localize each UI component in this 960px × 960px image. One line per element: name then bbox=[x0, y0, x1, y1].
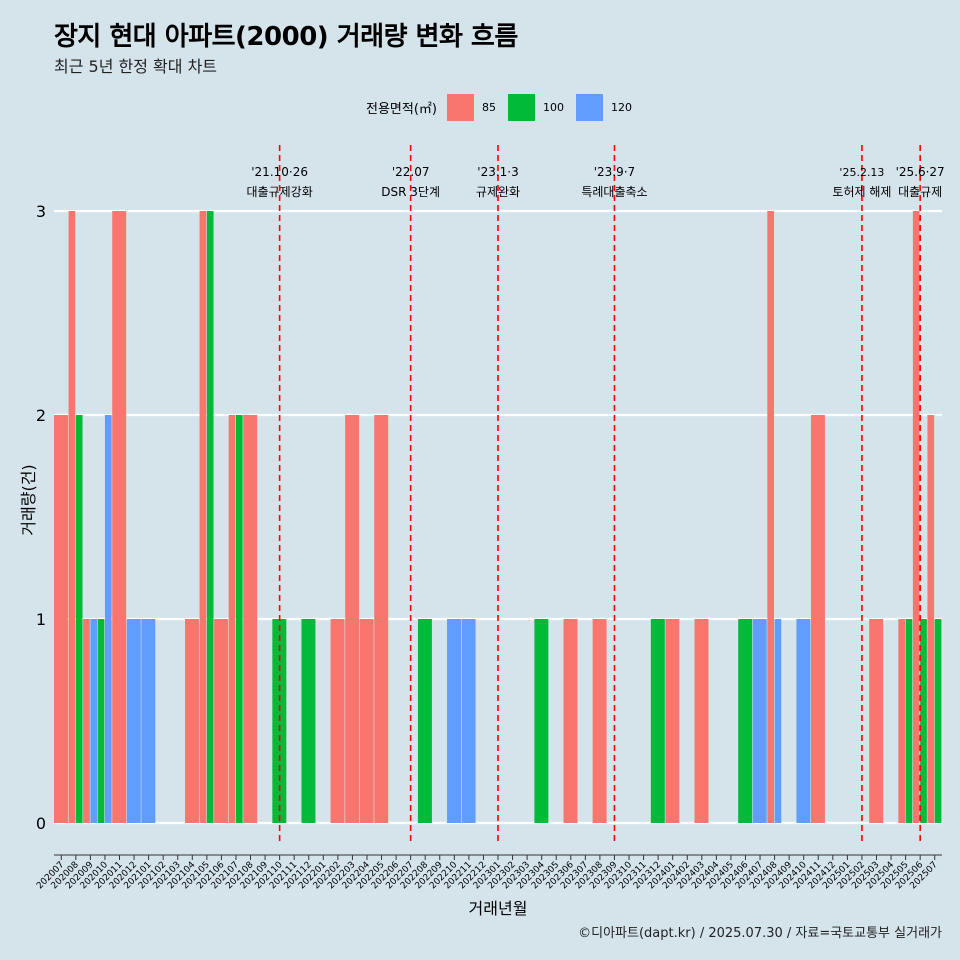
bar-202308-85 bbox=[592, 619, 607, 823]
bar-202203-85 bbox=[345, 415, 360, 823]
source-caption: ©디아파트(dapt.kr) / 2025.07.30 / 자료=국토교통부 실… bbox=[578, 926, 942, 941]
bar-202205-85 bbox=[374, 415, 389, 823]
bar-202407-120 bbox=[752, 619, 767, 823]
bar-202211-120 bbox=[461, 619, 476, 823]
event-label-202502: 토허제 해제 bbox=[832, 185, 891, 199]
y-tick-label-0: 0 bbox=[36, 814, 46, 833]
event-date-202301: '23.1·3 bbox=[477, 165, 518, 179]
bar-202408-120 bbox=[774, 619, 782, 823]
legend-item-120: 120 bbox=[575, 93, 632, 121]
bar-202112-100 bbox=[301, 619, 316, 823]
legend-label-85: 85 bbox=[481, 100, 496, 114]
bar-202401-85 bbox=[665, 619, 680, 823]
bar-202410-120 bbox=[796, 619, 811, 823]
bar-202507-100 bbox=[934, 619, 942, 823]
bar-202010-100 bbox=[97, 619, 105, 823]
bar-202106-85 bbox=[214, 619, 229, 823]
bar-202202-85 bbox=[330, 619, 345, 823]
bar-202009-85 bbox=[83, 619, 90, 823]
chart-title: 장지 현대 아파트(2000) 거래량 변화 흐름 bbox=[54, 22, 518, 52]
y-tick-label-1: 1 bbox=[36, 610, 46, 629]
bar-202105-85 bbox=[199, 211, 207, 823]
bar-202108-85 bbox=[243, 415, 258, 823]
legend-item-100: 100 bbox=[507, 93, 564, 121]
event-date-202110: '21.10·26 bbox=[251, 165, 308, 179]
bar-202012-120 bbox=[126, 619, 141, 823]
legend-label-120: 120 bbox=[610, 100, 632, 114]
event-date-202309: '23.9·7 bbox=[594, 165, 635, 179]
bar-202503-85 bbox=[869, 619, 884, 823]
event-date-202506: '25.6·27 bbox=[896, 165, 945, 179]
legend-item-85: 85 bbox=[446, 93, 496, 121]
bar-202506-100 bbox=[920, 619, 927, 823]
bar-202506-85 bbox=[912, 211, 920, 823]
bar-202408-85 bbox=[767, 211, 774, 823]
bar-202304-100 bbox=[534, 619, 549, 823]
chart-subtitle: 최근 5년 한정 확대 차트 bbox=[54, 57, 218, 76]
bar-202008-100 bbox=[75, 415, 83, 823]
legend-swatch-85 bbox=[446, 93, 474, 121]
bar-202105-100 bbox=[206, 211, 214, 823]
bar-202107-85 bbox=[228, 415, 236, 823]
bar-202010-120 bbox=[104, 415, 112, 823]
bar-202507-85 bbox=[927, 415, 935, 823]
legend-title: 전용면적(㎡) bbox=[366, 101, 437, 117]
legend-label-100: 100 bbox=[542, 100, 564, 114]
legend: 전용면적(㎡) 85 100 120 bbox=[366, 93, 644, 121]
legend-swatch-120 bbox=[575, 93, 603, 121]
y-tick-label-2: 2 bbox=[36, 406, 46, 425]
event-label-202309: 특례대출축소 bbox=[581, 185, 647, 199]
y-axis-title: 거래량(건) bbox=[19, 464, 38, 535]
bar-202011-85 bbox=[112, 211, 127, 823]
bar-202107-100 bbox=[235, 415, 243, 823]
bar-202406-100 bbox=[738, 619, 753, 823]
bar-202210-120 bbox=[447, 619, 462, 823]
event-label-202301: 규제완화 bbox=[476, 185, 520, 199]
event-date-202207: '22.07 bbox=[392, 165, 430, 179]
bar-202009-120 bbox=[90, 619, 98, 823]
bar-202411-85 bbox=[810, 415, 825, 823]
bar-202312-100 bbox=[650, 619, 665, 823]
bar-202007-85 bbox=[54, 415, 68, 823]
bar-202403-85 bbox=[694, 619, 709, 823]
event-label-202506: 대출규제 bbox=[898, 185, 942, 199]
bar-202505-100 bbox=[905, 619, 913, 823]
bar-202104-85 bbox=[185, 619, 199, 823]
bar-202505-85 bbox=[898, 619, 906, 823]
legend-swatch-100 bbox=[507, 93, 535, 121]
event-label-202207: DSR 3단계 bbox=[381, 185, 440, 199]
bar-202306-85 bbox=[563, 619, 578, 823]
y-tick-label-3: 3 bbox=[36, 202, 46, 221]
bar-202101-120 bbox=[141, 619, 156, 823]
bar-202208-100 bbox=[417, 619, 432, 823]
event-label-202110: 대출규제강화 bbox=[247, 185, 313, 199]
bar-202008-85 bbox=[68, 211, 76, 823]
x-axis-title: 거래년월 bbox=[469, 899, 528, 918]
bar-202204-85 bbox=[359, 619, 374, 823]
event-date-202502: '25.2.13 bbox=[839, 166, 884, 179]
